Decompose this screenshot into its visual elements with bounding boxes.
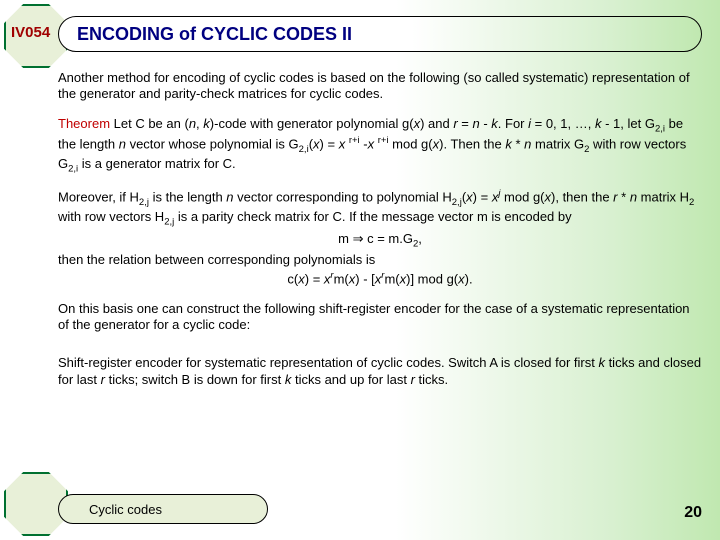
switch-paragraph: Shift-register encoder for systematic re… bbox=[58, 355, 702, 388]
intro-paragraph: Another method for encoding of cyclic co… bbox=[58, 70, 702, 103]
slide-body: Another method for encoding of cyclic co… bbox=[58, 70, 702, 401]
slide-badge-label: IV054 bbox=[11, 24, 50, 41]
footer-bar: Cyclic codes bbox=[58, 494, 268, 524]
theorem-paragraph: Theorem Let C be an (n, k)-code with gen… bbox=[58, 116, 702, 176]
moreover-paragraph: Moreover, if H2,j is the length n vector… bbox=[58, 188, 702, 228]
footer-label: Cyclic codes bbox=[89, 502, 162, 517]
slide-title: ENCODING of CYCLIC CODES II bbox=[77, 24, 352, 45]
polynomial-equation: c(x) = xrm(x) - [xrm(x)] mod g(x). bbox=[58, 270, 702, 288]
title-bar: ENCODING of CYCLIC CODES II bbox=[58, 16, 702, 52]
theorem-label: Theorem bbox=[58, 116, 110, 131]
encode-equation: m ⇒ c = m.G2, bbox=[58, 231, 702, 250]
page-number: 20 bbox=[684, 504, 702, 522]
relation-paragraph: then the relation between corresponding … bbox=[58, 252, 702, 268]
arrow-icon: ⇒ bbox=[353, 231, 364, 246]
basis-paragraph: On this basis one can construct the foll… bbox=[58, 301, 702, 334]
